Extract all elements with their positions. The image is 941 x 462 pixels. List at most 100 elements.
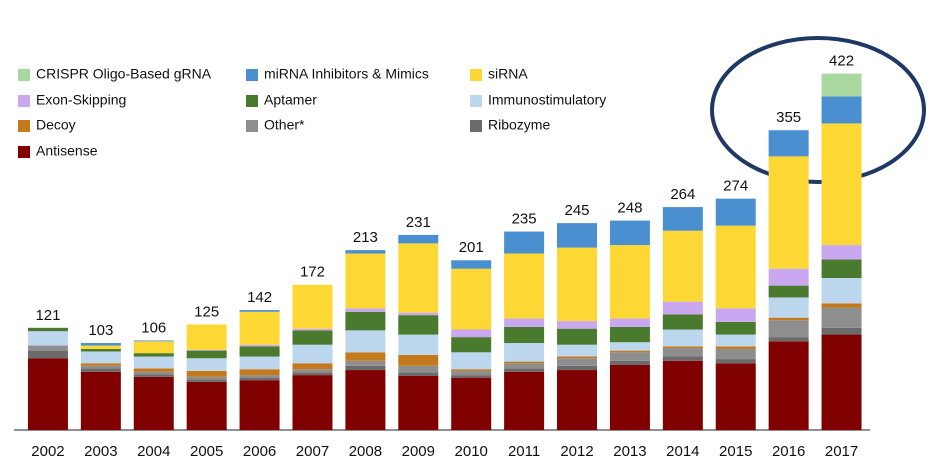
bar-segment (504, 361, 545, 364)
bar-segment (768, 130, 809, 157)
bar-segment (398, 334, 439, 355)
total-label: 231 (406, 214, 431, 231)
bar-segment (80, 371, 121, 430)
bar-segment (398, 354, 439, 366)
bar-segment (451, 352, 492, 370)
bar-segment (768, 285, 809, 298)
bar-segment (239, 346, 280, 357)
bar-segment (715, 348, 756, 360)
bar-segment (133, 368, 174, 372)
bar-segment (239, 311, 280, 345)
bar-segment (609, 352, 650, 361)
bar-segment (662, 356, 703, 361)
bar-segment (80, 368, 121, 372)
bar-segment (292, 363, 333, 370)
bar-segment (345, 253, 386, 309)
bar-segment (821, 303, 862, 308)
bar-segment (345, 360, 386, 366)
bar-segment (662, 348, 703, 357)
bar-segment (451, 329, 492, 338)
bar-segment (345, 370, 386, 430)
legend-label: Immunostimulatory (488, 92, 606, 108)
bar-segment (292, 330, 333, 345)
bar-segment (662, 207, 703, 231)
bar-segment (398, 315, 439, 335)
bar-segment (133, 341, 174, 354)
bar-segment (133, 371, 174, 375)
bar-segment (451, 369, 492, 371)
bar-segment (821, 96, 862, 124)
bar-segment (504, 371, 545, 430)
x-tick-label: 2005 (190, 443, 223, 460)
bar-segment (557, 223, 598, 248)
bar-segment (504, 326, 545, 344)
total-label: 264 (670, 186, 695, 203)
bar-segment (768, 297, 809, 318)
total-label: 245 (565, 202, 590, 219)
bar-segment (186, 376, 227, 380)
x-tick-label: 2003 (84, 443, 117, 460)
bar-segment (557, 247, 598, 322)
bar-segment (345, 365, 386, 371)
x-tick-label: 2008 (349, 443, 382, 460)
bar-segment (239, 380, 280, 430)
bar-segment (821, 307, 862, 328)
bar-segment (504, 253, 545, 319)
total-label: 235 (512, 211, 537, 228)
legend-label: Ribozyme (488, 117, 550, 133)
bar-segment (504, 231, 545, 254)
legend-swatch (18, 146, 30, 158)
highlight-circle (710, 36, 926, 184)
legend-swatch (470, 95, 482, 107)
bar-segment (186, 350, 227, 359)
legend-label: CRISPR Oligo-Based gRNA (36, 66, 212, 82)
bar-segment (768, 156, 809, 269)
bar-segment (239, 344, 280, 347)
bar-segment (27, 358, 68, 430)
total-label: 103 (88, 322, 113, 339)
bar-segment (504, 343, 545, 362)
bar-segment (186, 381, 227, 430)
bar-segment (715, 225, 756, 309)
bar-segment (504, 318, 545, 327)
bar-segment (821, 327, 862, 335)
x-tick-label: 2006 (243, 443, 276, 460)
bar-segment (821, 259, 862, 278)
bar-segment (662, 329, 703, 347)
total-label: 248 (617, 200, 642, 217)
bar-segment (239, 375, 280, 378)
legend-swatch (18, 69, 30, 81)
bar-segment (715, 363, 756, 430)
bar-segment (821, 123, 862, 246)
x-tick-label: 2007 (296, 443, 329, 460)
total-label: 172 (300, 264, 325, 281)
bar-segment (662, 230, 703, 302)
bar-segment (133, 374, 174, 377)
bar-segment (292, 369, 333, 373)
bar-segment (345, 308, 386, 312)
bar-segment (345, 311, 386, 331)
bar-segment (133, 340, 174, 342)
bar-segment (133, 376, 174, 430)
bar-segment (80, 343, 121, 346)
legend-swatch (246, 69, 258, 81)
bar-segment (239, 377, 280, 381)
bar-segment (557, 358, 598, 366)
bar-segment (292, 344, 333, 364)
bar-segment (186, 370, 227, 377)
bar-segment (715, 198, 756, 226)
bar-segment (398, 372, 439, 376)
bar-segment (292, 328, 333, 331)
bar-segment (504, 363, 545, 369)
total-label: 355 (776, 109, 801, 126)
bar-segment (451, 337, 492, 353)
legend-swatch (246, 120, 258, 132)
bar-segment (80, 345, 121, 349)
legend-swatch (246, 95, 258, 107)
bar-segment (27, 327, 68, 332)
legend-label: Antisense (36, 143, 98, 159)
bar-segment (398, 365, 439, 373)
bar-segment (80, 363, 121, 366)
total-label: 142 (247, 289, 272, 306)
